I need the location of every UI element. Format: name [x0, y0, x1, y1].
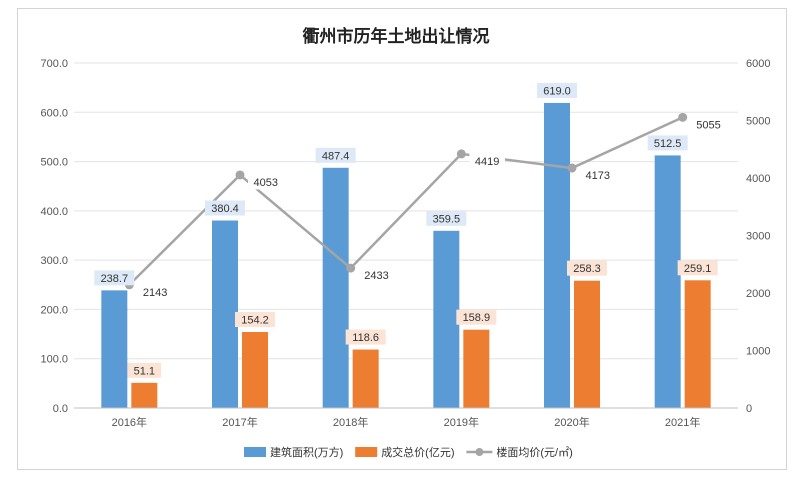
x-tick-label: 2018年	[333, 415, 368, 429]
data-labels: 238.7 380.4 487.4 359.5 619.0 512.5 51.1 154.2 1…	[94, 82, 727, 378]
x-tick-label: 2019年	[444, 415, 479, 429]
legend-label: 楼面均价(元/㎡)	[496, 445, 572, 459]
x-tick-label: 2020年	[554, 415, 589, 429]
data-label: 512.5	[654, 138, 682, 150]
legend: 建筑面积(万方) 成交总价(亿元) 楼面均价(元/㎡)	[244, 445, 573, 459]
legend-label: 建筑面积(万方)	[270, 445, 343, 459]
bar-price-total	[574, 280, 600, 408]
data-label: 380.4	[211, 203, 239, 215]
data-label-box	[647, 135, 688, 151]
data-label-box	[358, 267, 395, 283]
data-label-box	[315, 147, 356, 163]
gridlines	[74, 62, 738, 409]
left-tick-label: 200.0	[40, 304, 68, 316]
data-label-box	[537, 82, 577, 98]
right-tick-label: 1000	[746, 346, 770, 358]
x-tick-label: 2017年	[222, 415, 257, 429]
x-axis: 2016年 2017年 2018年 2019年 2020年 2021年	[74, 407, 738, 429]
right-tick-label: 6000	[746, 58, 770, 70]
bar-price-total	[463, 329, 490, 408]
left-tick-label: 700.0	[40, 58, 68, 70]
data-label: 158.9	[463, 312, 491, 324]
price-point	[346, 263, 356, 273]
bar-area	[433, 230, 460, 408]
chart-title: 衢州市历年土地出让情况	[303, 26, 490, 47]
data-label: 619.0	[543, 85, 571, 97]
data-label: 5055	[696, 119, 720, 131]
data-label: 238.7	[101, 273, 129, 285]
price-point	[456, 149, 466, 159]
left-tick-label: 0.0	[53, 403, 68, 415]
data-label-box	[677, 260, 718, 276]
data-label-box	[690, 116, 727, 132]
data-label: 487.4	[322, 150, 350, 162]
data-label: 259.1	[684, 263, 712, 275]
data-label: 118.6	[352, 332, 379, 344]
data-label-box	[567, 260, 607, 276]
x-tick-label: 2021年	[665, 415, 700, 429]
left-tick-label: 300.0	[40, 255, 68, 267]
price-point	[235, 170, 245, 180]
left-tick-label: 100.0	[40, 354, 68, 366]
right-axis: 0 1000 2000 3000 4000 5000 6000	[746, 58, 770, 415]
left-tick-label: 500.0	[40, 157, 68, 169]
bar-area	[101, 290, 128, 408]
data-label-box	[456, 309, 497, 325]
legend-swatch-marker	[475, 448, 484, 456]
data-label: 51.1	[134, 365, 155, 377]
data-label-box	[94, 270, 135, 286]
right-tick-label: 3000	[746, 231, 770, 243]
data-label-box	[248, 174, 284, 190]
data-label: 359.5	[433, 213, 461, 225]
bar-price-total	[352, 349, 379, 408]
x-tick-label: 2016年	[112, 415, 147, 429]
right-tick-label: 0	[746, 403, 752, 415]
data-label-box	[469, 153, 505, 169]
chart-frame: 衢州市历年土地出让情况 0.0 100.0 200.0 300.0 400.0 500.0…	[17, 8, 787, 470]
data-label: 4173	[586, 170, 610, 182]
data-label-box	[345, 329, 386, 345]
price-point	[567, 163, 577, 173]
data-label-box	[127, 362, 162, 378]
data-label: 2433	[364, 270, 388, 282]
data-label: 258.3	[573, 263, 601, 275]
bar-area	[544, 102, 570, 409]
price-line	[124, 112, 688, 290]
bar-price-total	[684, 280, 711, 408]
right-tick-label: 5000	[746, 116, 770, 128]
data-label: 4419	[475, 156, 499, 168]
bar-area	[654, 155, 681, 408]
left-tick-label: 400.0	[40, 206, 68, 218]
right-tick-label: 2000	[746, 288, 770, 300]
legend-swatch	[355, 447, 378, 457]
legend-label: 成交总价(亿元)	[381, 445, 454, 459]
data-label: 4053	[254, 177, 278, 189]
data-label: 154.2	[241, 315, 269, 327]
bar-area	[212, 220, 238, 408]
price-point	[678, 112, 688, 122]
left-axis: 0.0 100.0 200.0 300.0 400.0 500.0 600.0 700.0	[40, 58, 68, 415]
right-tick-label: 4000	[746, 173, 770, 185]
bars	[101, 102, 711, 409]
data-label-box	[426, 210, 467, 226]
bar-area	[322, 167, 349, 408]
left-tick-label: 600.0	[40, 107, 68, 119]
data-label: 2143	[143, 287, 167, 299]
data-label-box	[137, 284, 173, 300]
data-label-box	[235, 312, 275, 328]
legend-swatch	[244, 447, 266, 457]
bar-price-total	[242, 332, 268, 408]
data-label-box	[580, 167, 616, 183]
chart-canvas: 衢州市历年土地出让情况 0.0 100.0 200.0 300.0 400.0 500.0…	[40, 26, 770, 459]
price-line-path	[128, 116, 684, 286]
bar-price-total	[131, 382, 158, 408]
data-label-box	[205, 200, 245, 216]
